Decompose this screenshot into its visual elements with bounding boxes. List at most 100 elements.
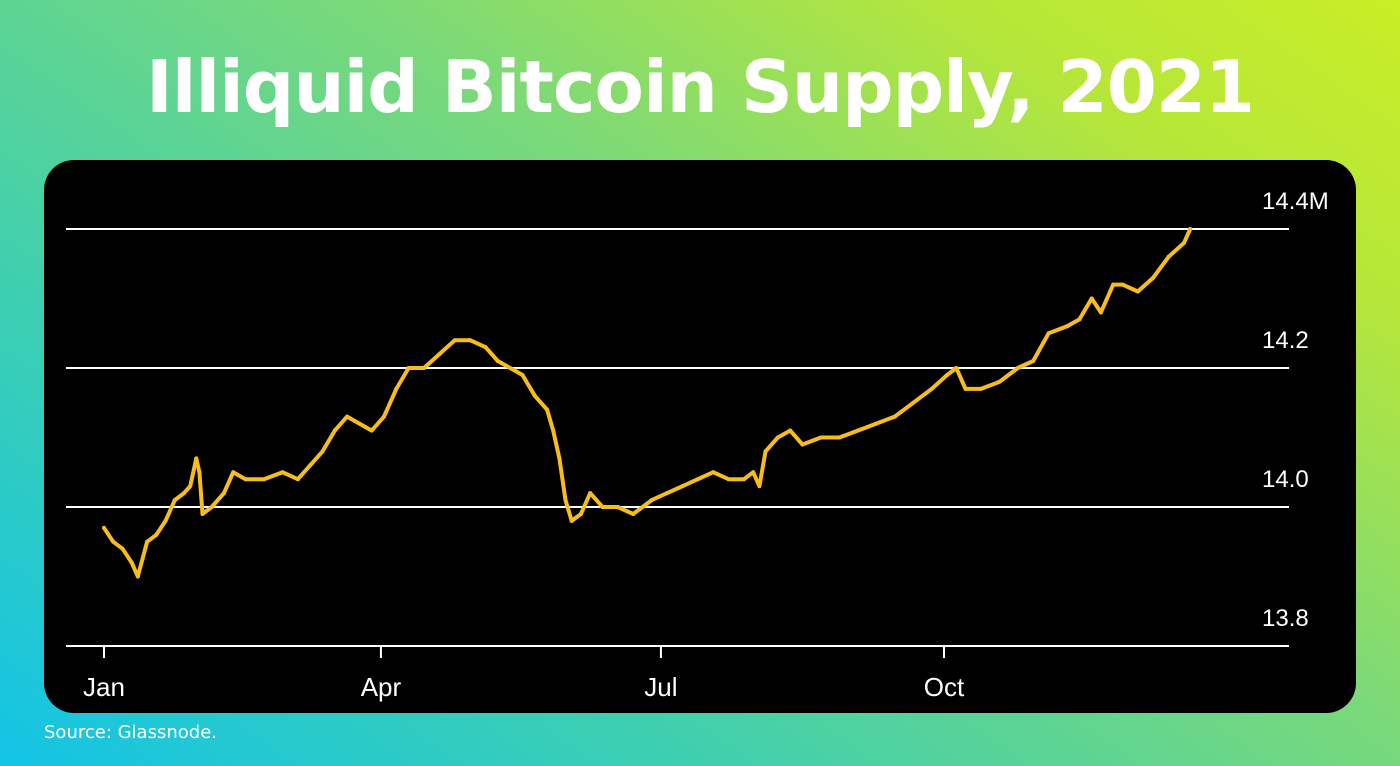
data-point <box>194 456 199 461</box>
data-point <box>197 470 202 475</box>
data-point <box>209 505 214 509</box>
x-tick-label: Oct <box>924 672 965 702</box>
data-point <box>954 366 959 370</box>
data-point <box>320 449 325 454</box>
x-tick-label: Jan <box>83 672 125 702</box>
source-note: Source: Glassnode. <box>44 722 217 743</box>
data-point <box>163 518 168 523</box>
data-point <box>437 352 442 357</box>
data-point <box>1065 324 1070 329</box>
data-point <box>751 470 756 475</box>
data-point <box>855 428 860 433</box>
x-tick-label: Apr <box>361 672 402 702</box>
data-point <box>569 518 574 523</box>
data-point <box>231 470 236 475</box>
data-point <box>1188 227 1193 231</box>
data-point <box>406 366 411 370</box>
data-point <box>1031 359 1036 364</box>
data-point <box>262 477 266 482</box>
data-point <box>182 491 186 496</box>
data-point <box>1089 296 1094 301</box>
data-point <box>120 546 125 551</box>
x-axis-ticks: Jan Apr Jul Oct <box>83 646 965 702</box>
data-point <box>1111 282 1116 287</box>
gridlines <box>66 228 1289 508</box>
data-point <box>763 449 768 454</box>
data-point <box>495 359 500 364</box>
data-point <box>280 470 285 475</box>
data-point <box>1077 317 1082 322</box>
data-point <box>600 505 605 509</box>
data-point <box>135 574 140 579</box>
data-point <box>508 366 513 370</box>
data-point <box>369 428 374 433</box>
data-point <box>775 435 780 440</box>
data-point <box>1135 289 1140 294</box>
data-point <box>800 442 805 447</box>
data-point <box>978 386 983 391</box>
data-point <box>551 428 556 433</box>
data-point <box>631 511 636 516</box>
data-point <box>129 560 134 565</box>
data-point <box>963 386 968 391</box>
data-point <box>1015 366 1020 370</box>
data-point <box>874 421 879 426</box>
y-tick-label: 13.8 <box>1262 605 1309 632</box>
data-point <box>1120 282 1125 287</box>
data-point <box>649 498 654 503</box>
y-axis-tick-labels: 13.8 14.0 14.2 14.4M <box>1262 188 1329 632</box>
data-point <box>578 511 583 516</box>
data-point <box>1166 254 1171 259</box>
data-point <box>837 435 842 440</box>
data-point <box>345 414 350 419</box>
data-point <box>711 470 716 475</box>
y-tick-label: 14.2 <box>1262 327 1309 354</box>
data-point <box>483 345 488 350</box>
data-point <box>154 532 159 537</box>
data-point <box>695 477 700 482</box>
data-point <box>145 539 150 544</box>
data-point <box>997 379 1002 384</box>
data-point <box>422 366 426 370</box>
x-tick-label: Jul <box>644 672 677 702</box>
data-point <box>332 428 337 433</box>
data-point <box>892 414 897 419</box>
data-point <box>680 484 685 489</box>
data-point <box>357 421 362 426</box>
data-point <box>588 491 593 496</box>
data-point <box>563 498 568 503</box>
data-point <box>911 400 916 405</box>
data-point <box>545 407 550 412</box>
data-point <box>394 386 399 391</box>
data-point <box>382 414 386 419</box>
data-point <box>520 372 525 377</box>
chart-card: 13.8 14.0 14.2 14.4M Jan Apr Jul Oct <box>44 160 1356 713</box>
data-point <box>726 477 731 482</box>
data-point <box>1098 310 1103 315</box>
data-point <box>945 372 950 377</box>
data-point <box>929 386 934 391</box>
chart-title: Illiquid Bitcoin Supply, 2021 <box>145 45 1255 129</box>
y-tick-label: 14.4M <box>1262 188 1329 215</box>
data-point <box>172 498 177 503</box>
line-chart: 13.8 14.0 14.2 14.4M Jan Apr Jul Oct <box>66 188 1329 702</box>
data-point <box>557 456 562 461</box>
data-point <box>818 435 823 440</box>
data-point <box>452 338 457 343</box>
data-point <box>188 484 193 489</box>
data-point <box>532 393 537 398</box>
data-point <box>295 477 300 482</box>
data-point <box>615 505 620 509</box>
data-point <box>102 525 106 530</box>
data-point <box>1046 331 1051 336</box>
data-point <box>222 491 226 496</box>
data-point <box>308 463 313 468</box>
data-point <box>468 338 473 343</box>
data-point <box>111 539 116 544</box>
data-point <box>665 491 670 496</box>
series-line <box>102 227 1193 579</box>
data-point <box>1151 275 1156 280</box>
data-point <box>788 428 793 433</box>
data-point <box>1182 240 1186 245</box>
data-point <box>200 511 205 516</box>
